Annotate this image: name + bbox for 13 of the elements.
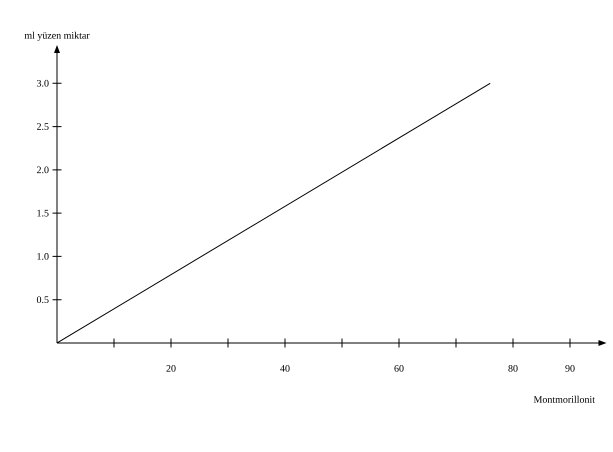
x-tick-label: 80 [508,365,518,372]
x-tick-label: 60 [394,365,404,372]
y-tick-label: 0.5 [36,296,49,304]
x-axis-title: Montmorillonit [534,396,595,403]
y-axis-title: ml yüzen miktar [24,32,90,41]
y-tick-label: 2.0 [36,166,49,174]
x-tick-label: 40 [280,365,290,372]
x-tick-label: 90 [565,365,575,372]
y-tick-label: 2.5 [36,123,49,130]
y-tick-label: 1.5 [37,210,49,217]
x-tick-label: 20 [166,365,176,372]
y-tick-label: 1.0 [37,253,49,260]
y-tick-label: 3.0 [37,80,49,87]
